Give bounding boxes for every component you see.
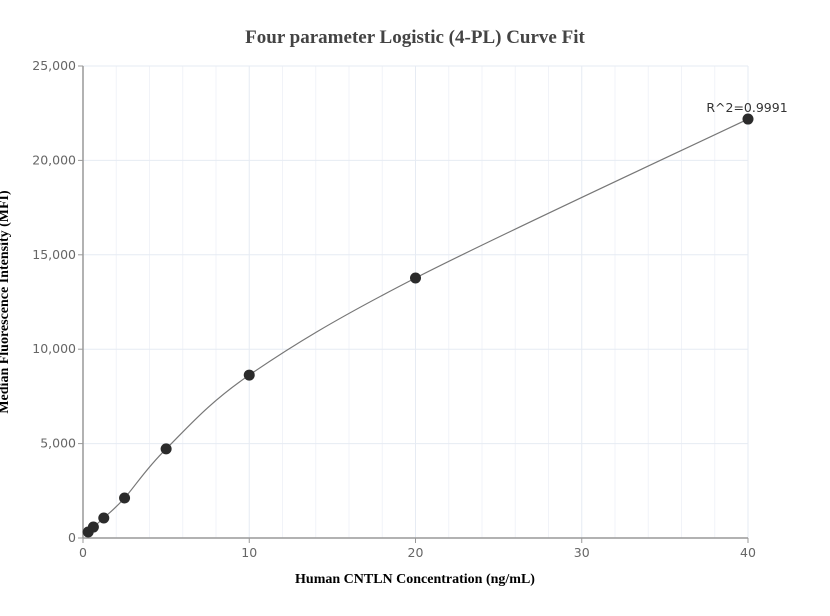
data-point	[119, 492, 131, 504]
r-squared-annotation: R^2=0.9991	[706, 100, 787, 115]
y-axis-label: Median Fluorescence Intensity (MFI)	[0, 190, 12, 414]
y-tick-label: 20,000	[32, 152, 76, 167]
x-tick-label: 10	[241, 545, 257, 560]
data-point	[160, 443, 172, 455]
y-tick-label: 15,000	[32, 247, 76, 262]
data-point	[742, 113, 754, 125]
y-tick-label: 0	[68, 530, 76, 545]
x-axis-label: Human CNTLN Concentration (ng/mL)	[295, 572, 535, 587]
fit-curve	[87, 118, 749, 533]
data-point	[87, 521, 99, 533]
y-tick-label: 25,000	[32, 58, 76, 73]
x-tick-label: 20	[408, 545, 424, 560]
data-point	[410, 272, 421, 284]
data-point	[243, 369, 255, 381]
chart-title: Four parameter Logistic (4-PL) Curve Fit	[245, 27, 585, 48]
x-tick-label: 40	[740, 545, 756, 560]
y-tick-label: 10,000	[32, 341, 76, 356]
x-tick-label: 30	[574, 545, 590, 560]
x-tick-label: 0	[79, 545, 87, 560]
data-point	[98, 512, 110, 524]
y-tick-label: 5,000	[40, 436, 76, 451]
